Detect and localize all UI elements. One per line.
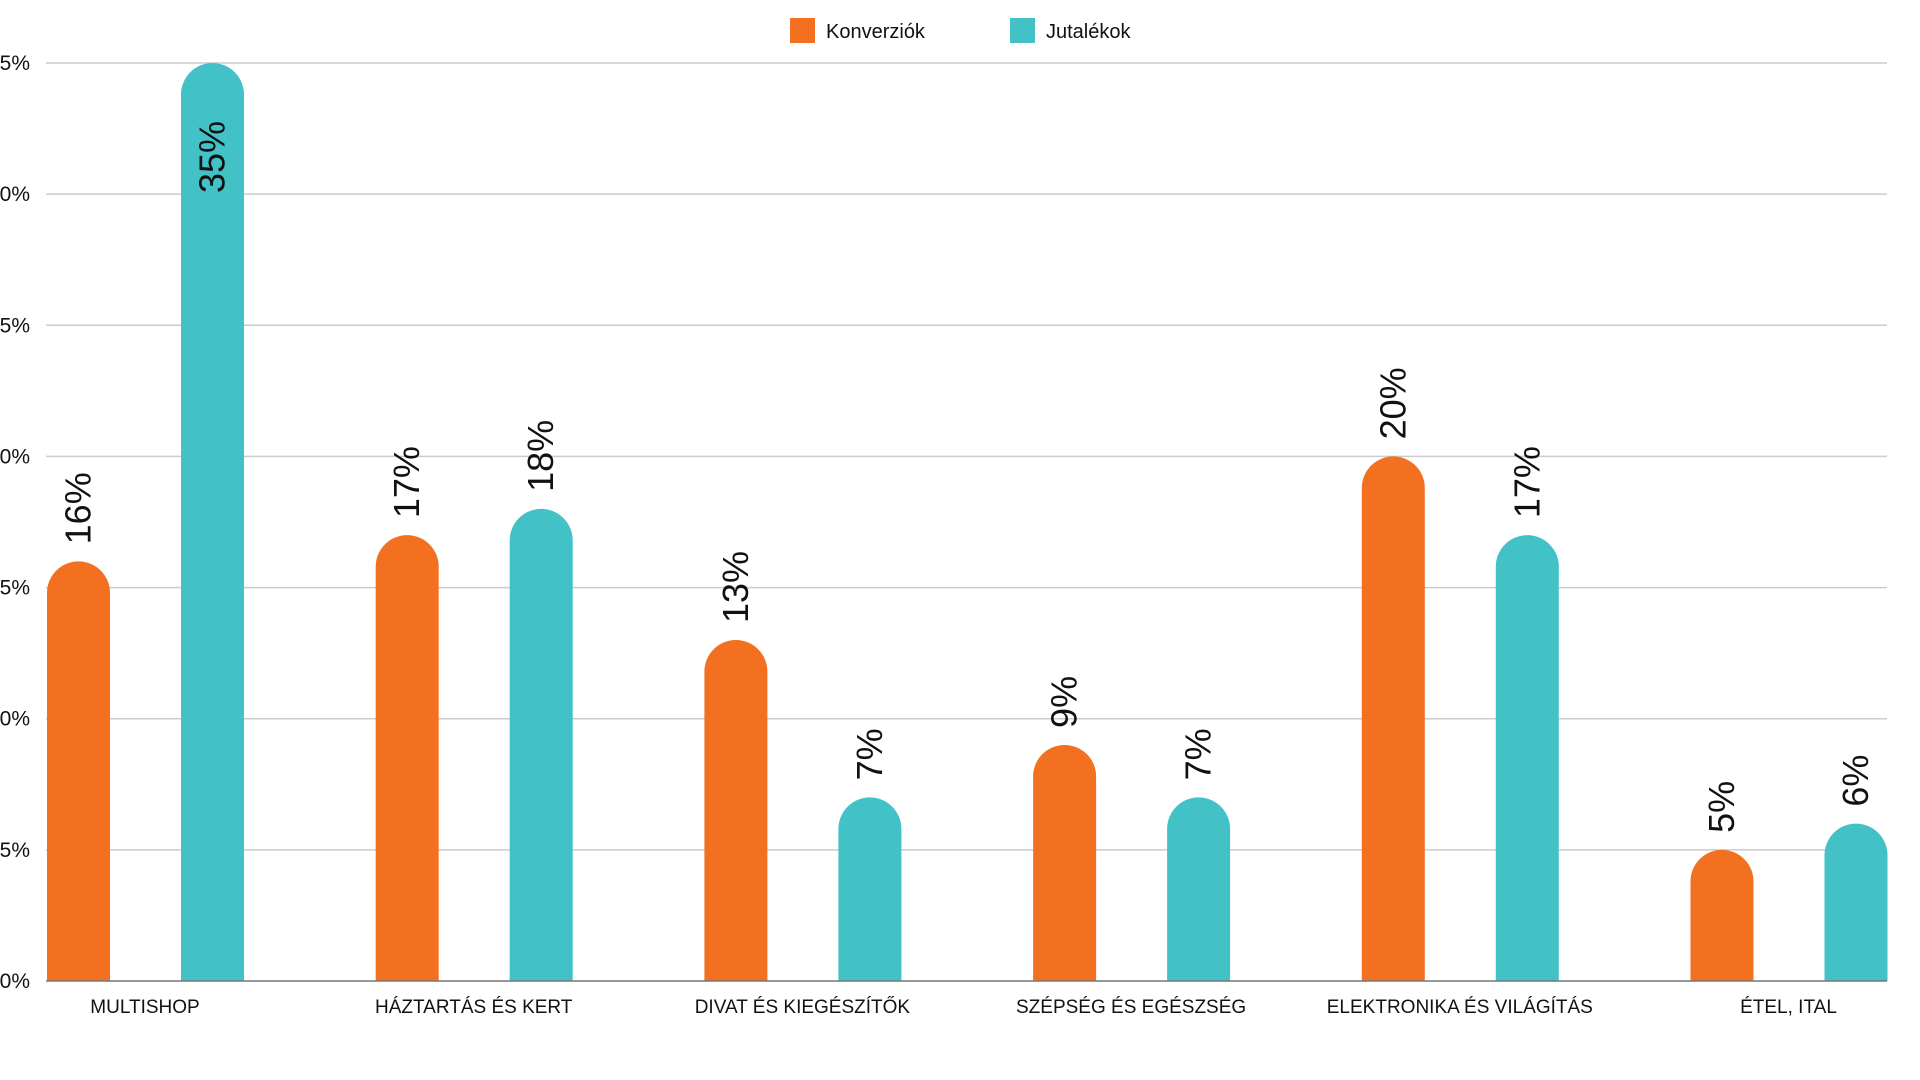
data-label: 16% [58,472,99,544]
legend-label: Konverziók [826,21,926,43]
bar-konverziok [375,535,439,981]
legend: Konverziók Jutalékok [790,18,1131,43]
category-label: ÉTEL, ITAL [1740,997,1837,1018]
y-tick-label: 35% [0,52,30,75]
y-tick-label: 15% [0,577,30,600]
bar-jutalekok [1495,535,1559,981]
data-label: 6% [1835,755,1876,807]
y-axis-ticks: 0% 5% 10% 15% 20% 25% 30% 35% [0,52,30,993]
data-label: 7% [1178,728,1219,780]
y-tick-label: 25% [0,314,30,337]
category-label: DIVAT ÉS KIEGÉSZÍTŐK [695,996,911,1018]
category-label: HÁZTARTÁS ÉS KERT [375,997,573,1018]
bar-konverziok [1690,849,1754,981]
data-label: 7% [849,728,890,780]
x-axis-labels: MULTISHOP HÁZTARTÁS ÉS KERT DIVAT ÉS KIEGÉ… [90,996,1837,1018]
data-label: 18% [520,420,561,492]
y-tick-label: 10% [0,708,30,731]
category-label: MULTISHOP [90,997,199,1018]
bar-jutalekok [838,797,902,981]
bar-jutalekok [1824,823,1888,981]
legend-swatch-konverziok [790,18,815,43]
data-label: 35% [192,121,233,193]
bar-jutalekok [1167,797,1231,981]
bar-konverziok [1361,456,1425,981]
data-label: 17% [1506,446,1547,518]
bar-jutalekok [509,508,573,981]
y-tick-label: 0% [0,970,30,993]
data-label: 17% [386,446,427,518]
bar-konverziok [47,561,110,981]
bars: 16% 35% 17% 18% 13% 7% 9% 7% 20% 17% 5% 6% [47,63,1888,982]
category-label: ELEKTRONIKA ÉS VILÁGÍTÁS [1327,997,1593,1018]
bar-konverziok [1033,744,1097,981]
legend-swatch-jutalekok [1010,18,1035,43]
data-label: 13% [715,551,756,623]
data-label: 9% [1044,676,1085,728]
data-label: 20% [1372,367,1413,439]
y-tick-label: 30% [0,183,30,206]
legend-label: Jutalékok [1046,21,1131,43]
y-tick-label: 20% [0,445,30,468]
category-label: SZÉPSÉG ÉS EGÉSZSÉG [1016,997,1246,1018]
gridlines [46,62,1887,851]
bar-konverziok [704,640,768,981]
y-tick-label: 5% [0,839,30,862]
data-label: 5% [1701,781,1742,833]
bar-jutalekok [181,63,244,982]
